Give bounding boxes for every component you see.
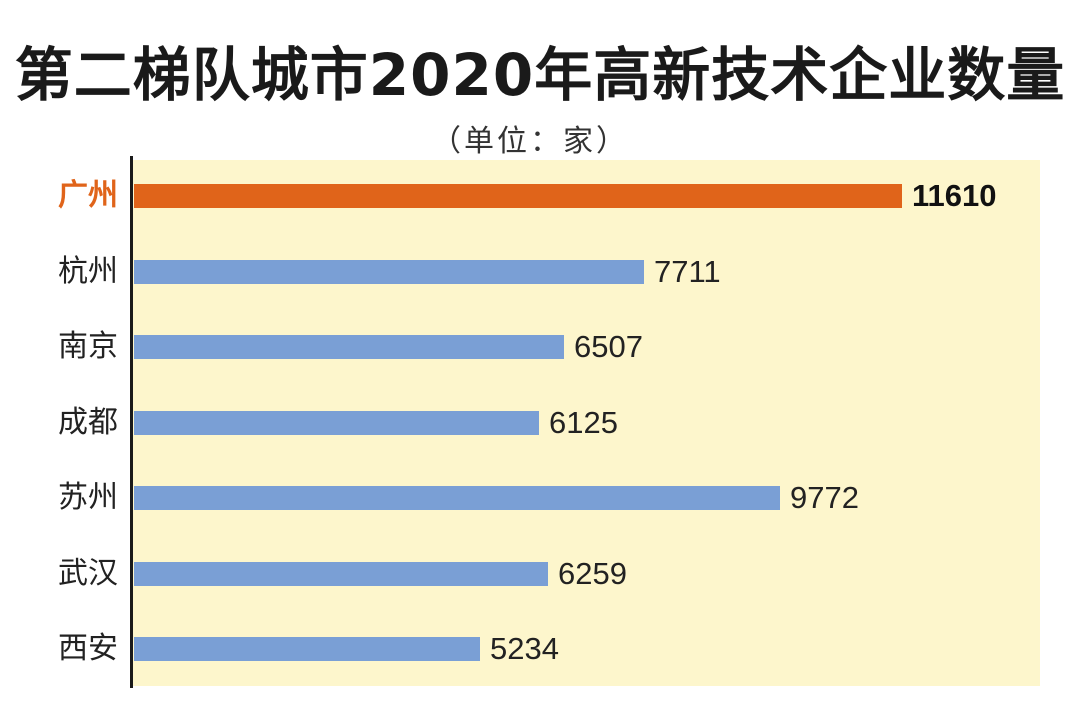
category-label: 杭州 (58, 253, 118, 289)
bar (134, 410, 539, 435)
y-axis-line (130, 156, 133, 688)
category-label: 南京 (58, 329, 118, 364)
value-label: 6125 (549, 404, 618, 440)
value-label: 7711 (654, 253, 721, 289)
value-label: 6507 (574, 329, 643, 364)
bar (134, 561, 548, 586)
bar (134, 335, 564, 359)
value-label: 11610 (912, 178, 997, 213)
chart-title: 第二梯队城市2020年高新技术企业数量 (14, 41, 1066, 109)
chart-subtitle: （单位：家） (431, 124, 629, 159)
bar (134, 184, 902, 208)
category-label: 成都 (58, 404, 118, 440)
value-label: 6259 (558, 555, 627, 591)
category-label: 武汉 (58, 555, 118, 591)
bar (134, 637, 480, 661)
category-label: 广州 (58, 178, 118, 213)
category-label: 苏州 (58, 480, 118, 515)
value-label: 9772 (790, 480, 859, 515)
bar (134, 486, 780, 510)
category-label: 西安 (58, 631, 118, 666)
bar (134, 259, 644, 284)
value-label: 5234 (490, 631, 559, 666)
